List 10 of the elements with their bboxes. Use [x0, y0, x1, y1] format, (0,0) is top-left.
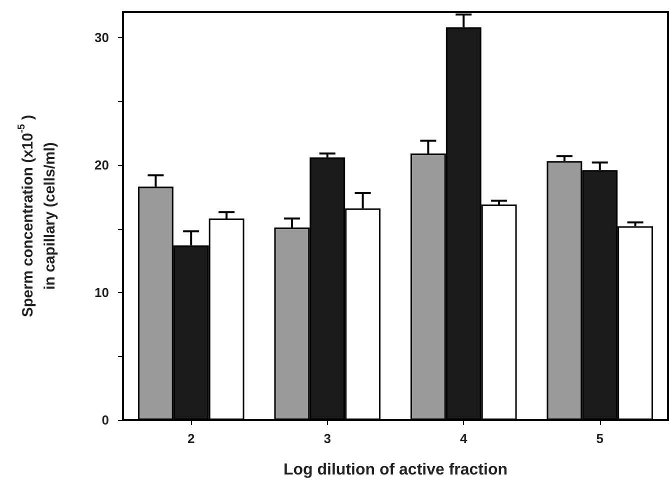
x-tick-label: 2: [188, 431, 195, 446]
text: Sperm concentration (x10-5 ) in capillary (cells/ml): [16, 114, 58, 318]
x-tick-label: 4: [460, 431, 468, 446]
y-tick-label: 10: [94, 285, 109, 300]
x-axis-title: Log dilution of active fraction: [284, 462, 508, 478]
y-tick-label: 0: [102, 412, 109, 428]
x-tick-label: 3: [324, 431, 331, 446]
x-tick-label: 5: [596, 431, 604, 446]
y-tick-label: 30: [94, 30, 109, 45]
y-tick-label: 20: [94, 158, 109, 172]
